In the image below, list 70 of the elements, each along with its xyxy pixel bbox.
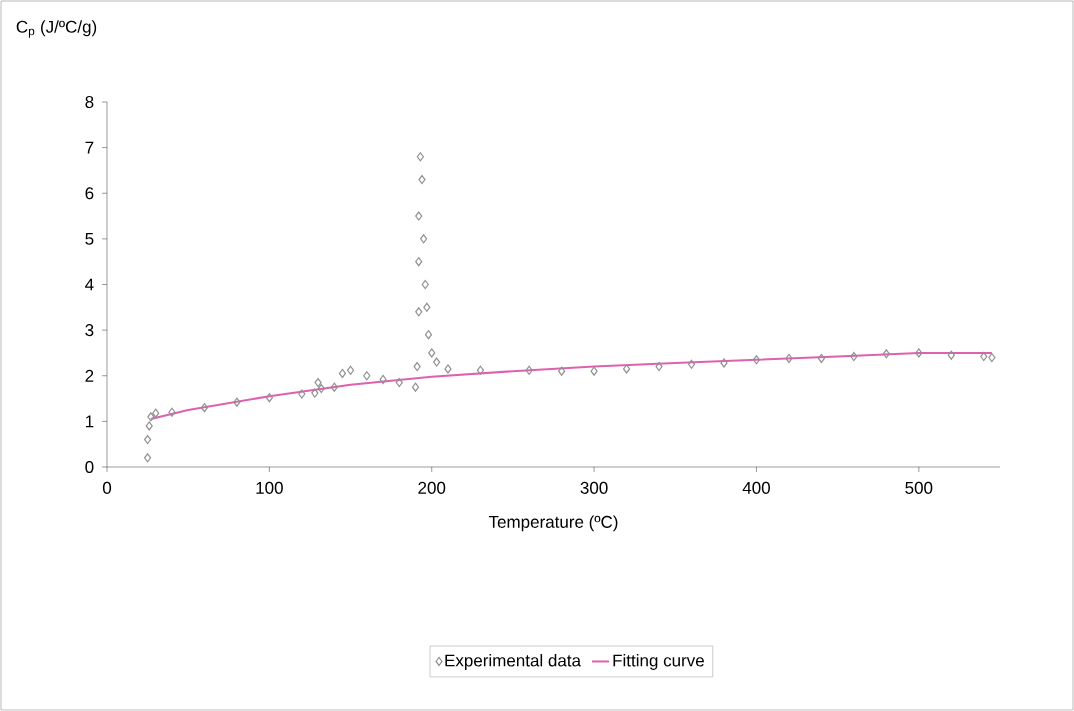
point [915,348,923,358]
y-tick-label: 8 [85,95,94,109]
point [144,453,152,463]
y-axis-title: C$_{p}$ (J/ºC/g) [16,20,97,38]
point [152,408,160,418]
point [363,371,371,381]
line-series [149,351,993,421]
point [433,357,441,367]
point [882,349,890,359]
point [817,353,825,363]
point [752,355,761,365]
y-tick-label: 0 [85,460,94,474]
x-tick-label: 0 [102,481,112,494]
legend-label: Experimental data [445,654,582,670]
point [785,353,793,363]
point [558,366,566,376]
point [379,374,387,384]
point [476,365,485,375]
point [980,351,988,362]
point [590,366,598,376]
point [423,302,431,312]
point [428,348,436,358]
point [330,382,338,392]
point [416,152,424,162]
point [145,421,153,431]
point [233,397,241,407]
y-tick-label: 7 [85,141,94,154]
point [144,435,152,445]
point [850,351,858,362]
point [988,352,996,363]
point [147,412,155,422]
y-tick-label: 5 [85,232,94,245]
point [525,365,533,375]
y-tick-label: 6 [85,187,94,200]
point [687,359,696,369]
point [346,365,355,375]
x-tick-label: 300 [580,481,608,494]
x-tick-label: 100 [256,481,283,494]
point [720,358,728,368]
y-tick-label: 4 [85,278,94,291]
point [314,377,322,388]
point [420,234,428,244]
x-tick-label: 500 [905,481,933,494]
y-tick-label: 3 [85,324,94,337]
point [317,383,325,394]
point [168,407,176,417]
point [298,389,306,399]
point [311,388,319,398]
y-tick-label: 2 [85,369,94,382]
point [200,403,209,413]
y-tick-label: 1 [85,415,94,428]
point [444,364,452,374]
point [338,368,347,379]
point [622,364,631,374]
legend-label: Fitting curve [613,654,704,670]
point [395,377,403,388]
point [418,174,426,185]
point [415,257,423,267]
point [413,362,421,372]
point [415,211,423,221]
point [265,393,273,403]
point [655,362,663,372]
x-tick-label: 200 [418,481,446,494]
point [411,382,420,392]
point [421,279,429,290]
point [415,307,423,317]
x-axis-title: Temperature (ºC) [488,515,618,532]
x-tick-label: 400 [742,481,770,494]
point [424,330,433,340]
point [947,350,955,360]
